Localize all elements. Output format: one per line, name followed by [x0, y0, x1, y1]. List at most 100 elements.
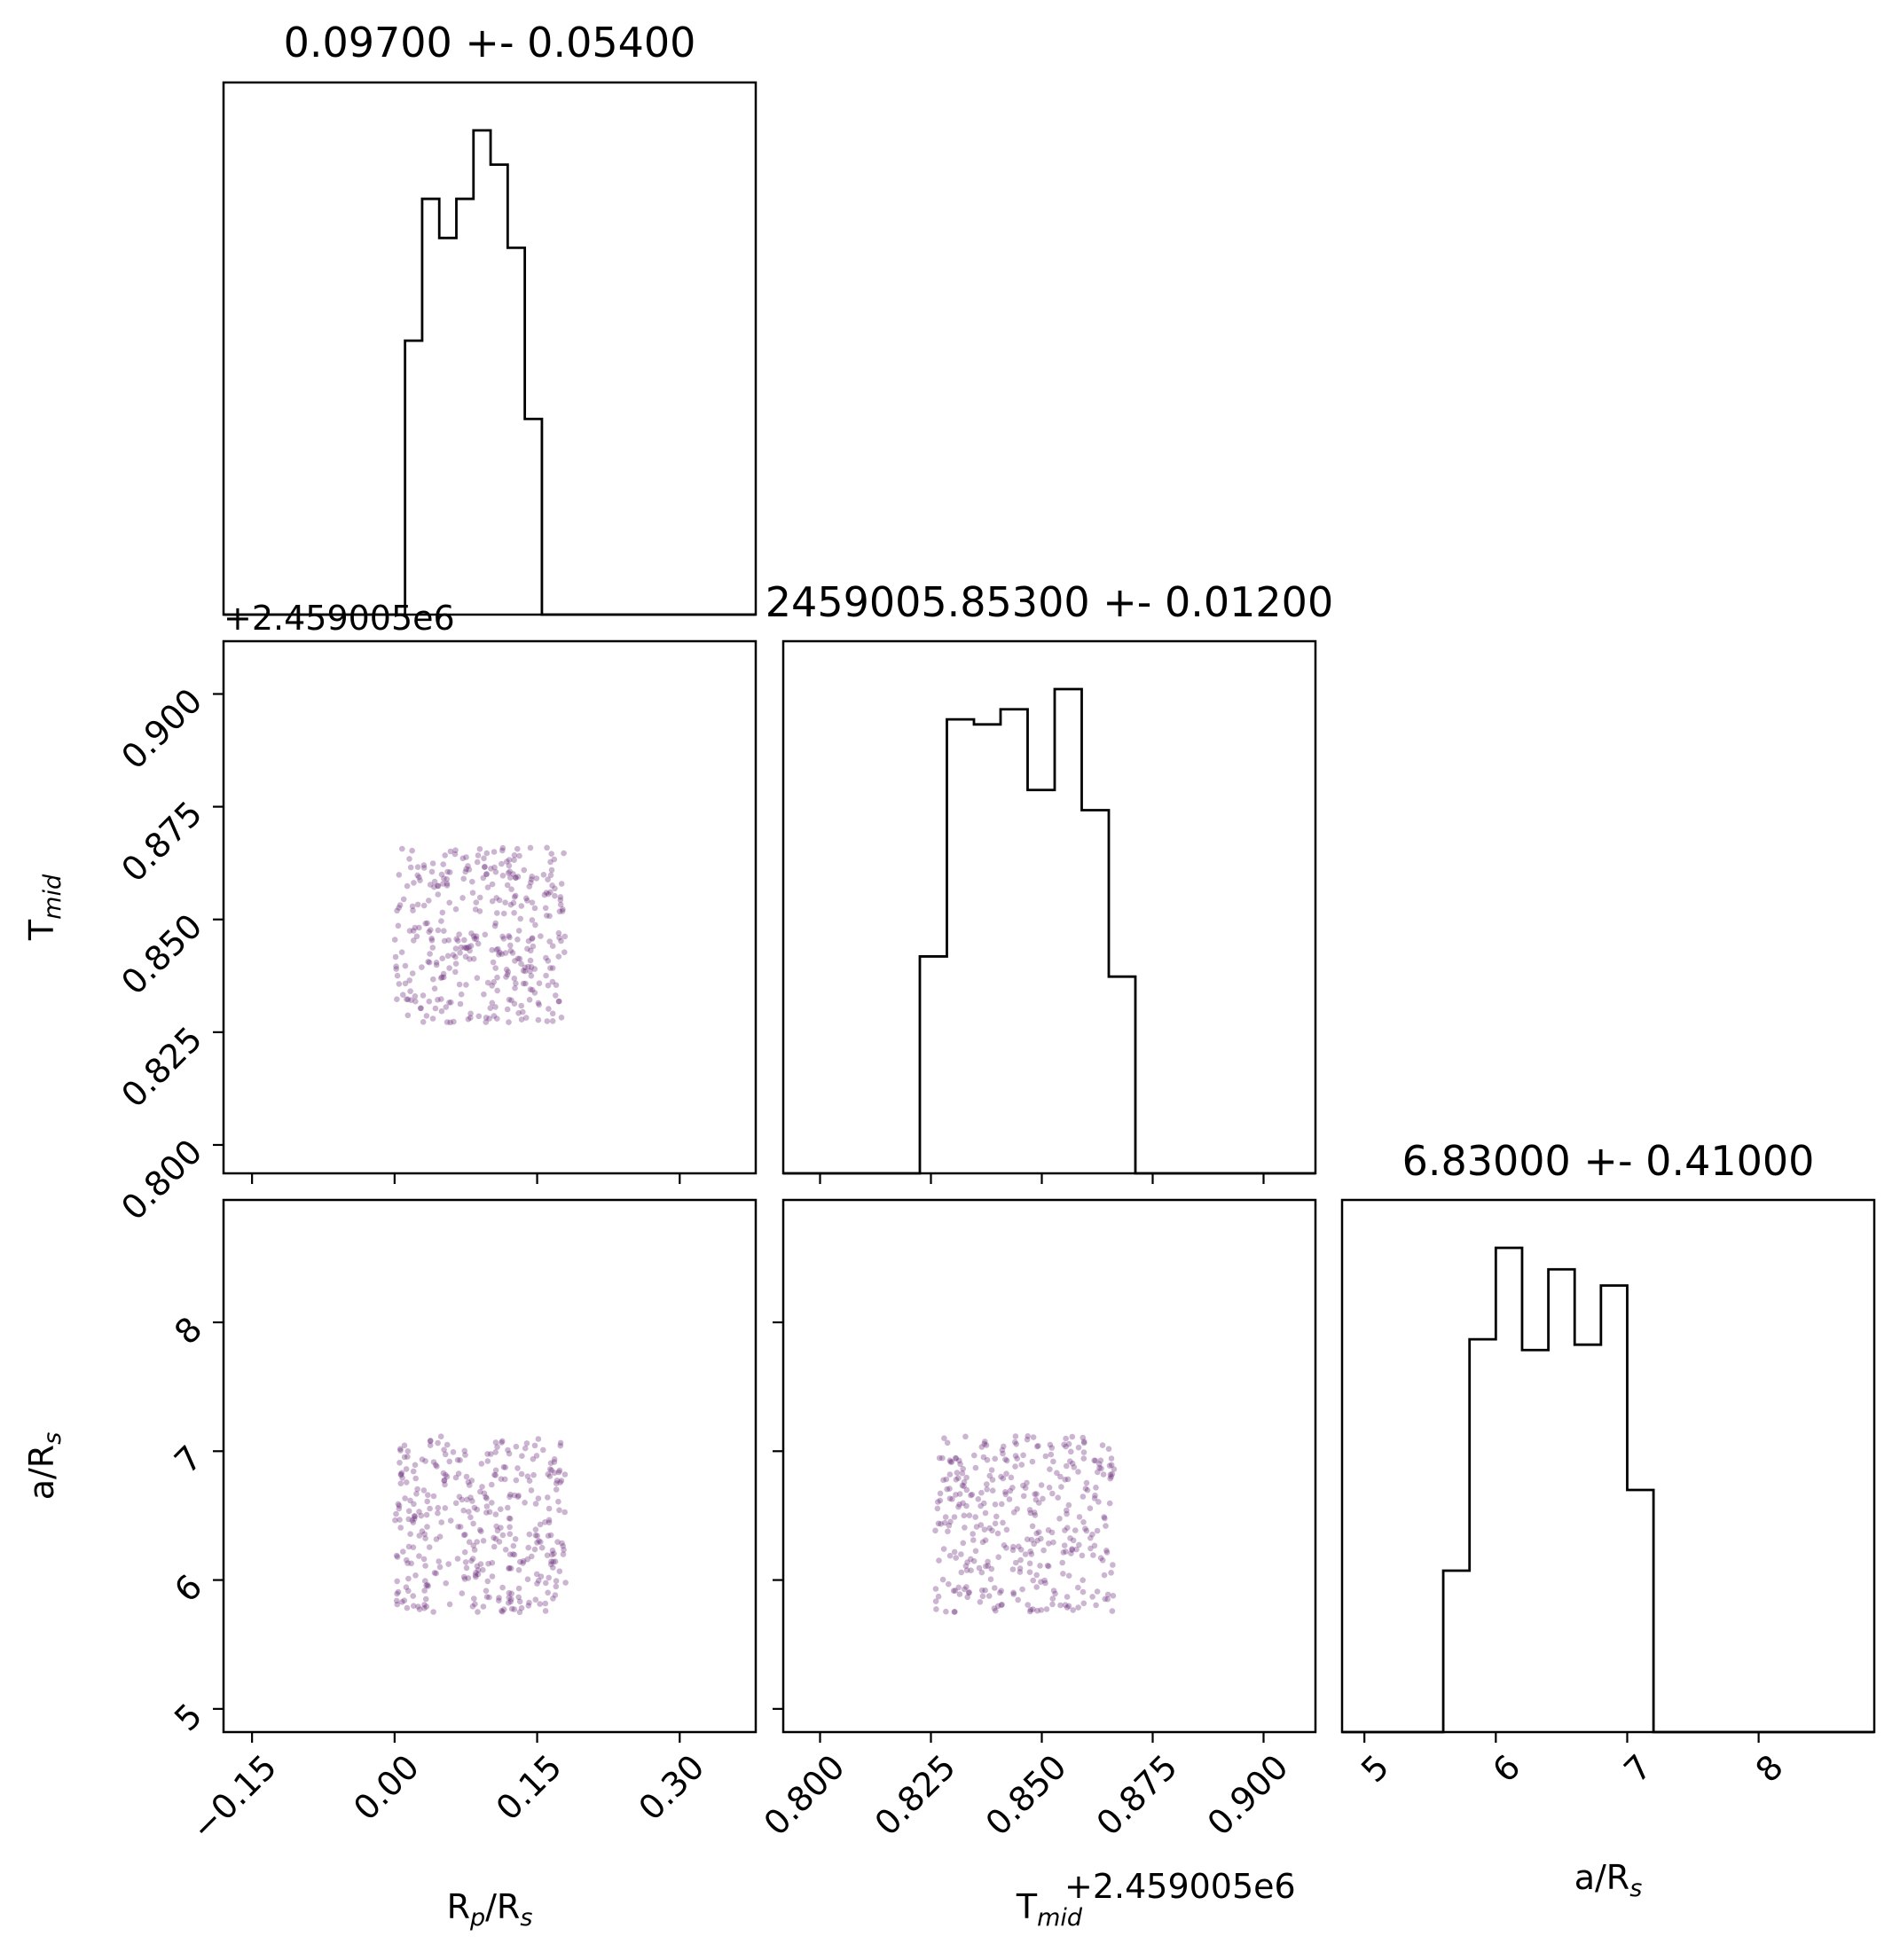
scatter-point [457, 1000, 464, 1007]
scatter-point [498, 1525, 504, 1531]
scatter-point [468, 930, 475, 937]
scatter-point [1080, 1434, 1087, 1441]
scatter-point [546, 1473, 554, 1479]
scatter-point [466, 866, 473, 873]
scatter-point [1033, 1572, 1040, 1579]
scatter-point [554, 1539, 561, 1545]
scatter-point [431, 985, 438, 992]
scatter-point [507, 1565, 514, 1572]
scatter-point [955, 1503, 962, 1510]
scatter-point [447, 1517, 454, 1524]
scatter-point [421, 1602, 428, 1608]
scatter-point [1049, 1595, 1056, 1602]
scatter-point [532, 921, 538, 929]
scatter-point [1090, 1552, 1096, 1558]
scatter-point [940, 1477, 946, 1484]
scatter-point [999, 1501, 1005, 1508]
scatter-point [429, 945, 436, 951]
scatter-point [970, 1557, 977, 1564]
scatter-point [1024, 1536, 1031, 1542]
scatter-point [544, 913, 550, 919]
scatter-point [546, 1517, 553, 1524]
scatter-point [471, 1595, 477, 1602]
scatter-point [499, 873, 506, 879]
scatter-point [986, 1472, 993, 1479]
scatter-point [953, 1555, 959, 1561]
scatter-point [553, 1583, 560, 1590]
scatter-point [516, 955, 523, 962]
scatter-point [1020, 1493, 1027, 1500]
scatter-point [408, 1560, 415, 1567]
scatter-point [469, 878, 475, 885]
scatter-point [409, 1517, 416, 1524]
scatter-point [513, 874, 519, 881]
scatter-point [980, 1454, 987, 1461]
scatter-point [396, 905, 403, 911]
scatter-point [1108, 1455, 1115, 1462]
scatter-point [1080, 1455, 1087, 1462]
scatter-point [932, 1598, 939, 1604]
scatter-point [513, 1477, 520, 1484]
scatter-point [414, 872, 421, 879]
scatter-point [547, 1460, 554, 1466]
scatter-point [486, 1594, 492, 1601]
scatter-point [526, 1531, 533, 1538]
scatter-point [475, 1609, 481, 1615]
scatter-point [420, 862, 428, 868]
scatter-point [1080, 1577, 1086, 1583]
scatter-point [394, 1554, 401, 1560]
scatter-point [486, 1015, 492, 1022]
scatter-point [1087, 1534, 1094, 1541]
scatter-point [412, 1462, 419, 1469]
scatter-point [505, 870, 512, 876]
y-tick-label: 7 [167, 1439, 209, 1481]
scatter-point [956, 1457, 962, 1464]
scatter-point [1027, 1606, 1034, 1613]
scatter-point [496, 1539, 503, 1545]
scatter-point [1032, 1512, 1039, 1518]
scatter-point [432, 1462, 439, 1469]
scatter-panel-ars-vs-rp [222, 1198, 758, 1734]
scatter-point [1080, 1588, 1087, 1595]
x-axis-label-rp-sub2: s [520, 1904, 532, 1932]
tick-labels: −0.15 0.00 0.15 0.30 0.800 0.825 0.850 0.875 0.9… [114, 681, 1790, 1848]
y-axis-label-tmid-sub: mid [39, 874, 67, 920]
scatter-point [556, 908, 563, 914]
scatter-point [450, 1449, 457, 1455]
scatter-point [543, 890, 550, 896]
scatter-point [473, 933, 480, 939]
scatter-point [444, 1473, 451, 1480]
scatter-point [1030, 1577, 1036, 1584]
scatter-point [1069, 1546, 1075, 1552]
scatter-point [444, 1019, 451, 1025]
scatter-point [1103, 1548, 1110, 1554]
scatter-point [545, 1589, 551, 1596]
scatter-point [427, 951, 433, 957]
scatter-point [1038, 1482, 1045, 1488]
scatter-point [953, 1454, 959, 1462]
scatter-point [400, 896, 407, 903]
scatter-point [989, 1477, 996, 1483]
scatter-point [1020, 1452, 1026, 1459]
scatter-point [463, 982, 469, 988]
histogram-frame-rp [222, 81, 758, 616]
scatter-point [947, 1459, 954, 1465]
scatter-point [526, 997, 533, 1003]
scatter-point [483, 1509, 490, 1516]
scatter-point [541, 891, 548, 898]
scatter-point [441, 974, 447, 981]
scatter-point [517, 915, 523, 922]
scatter-point [545, 982, 552, 989]
scatter-point [428, 1438, 434, 1444]
scatter-point [546, 1006, 552, 1012]
scatter-point [548, 1558, 554, 1564]
scatter-point [1064, 1525, 1071, 1531]
scatter-point [467, 1015, 474, 1021]
scatter-point [476, 1526, 483, 1533]
scatter-point [529, 935, 536, 941]
scatter-point [1071, 1464, 1078, 1470]
scatter-point [524, 1556, 530, 1563]
scatter-point [553, 1486, 560, 1493]
scatter-point [941, 1435, 947, 1441]
scatter-point [560, 1551, 567, 1557]
